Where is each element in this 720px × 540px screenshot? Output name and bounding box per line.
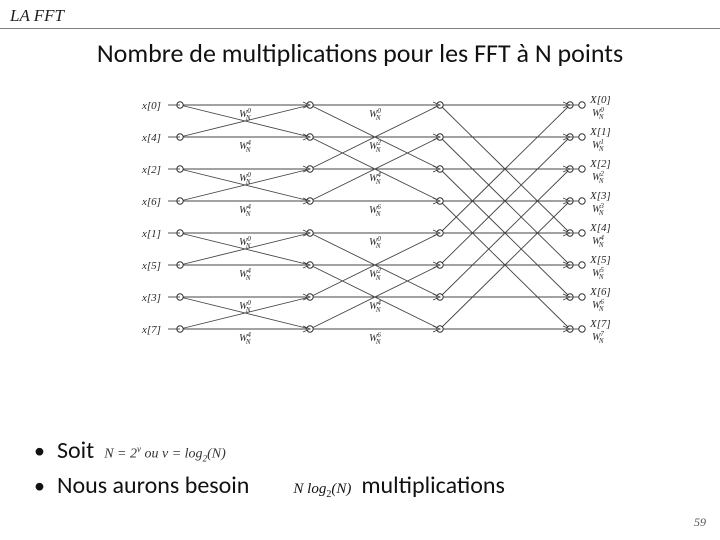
nlogn-formula: N log2(N) [293, 481, 351, 500]
svg-text:W4N: W4N [239, 203, 251, 218]
svg-text:W0N: W0N [239, 235, 251, 250]
butterfly-diagram: x[0]x[4]x[2]x[6]x[1]x[5]x[3]x[7]X[0]W0NX… [110, 81, 610, 361]
nlogn-arg: (N) [331, 481, 351, 497]
svg-text:x[4]: x[4] [141, 132, 161, 144]
bullet-besoin-tail: multiplications [361, 471, 505, 500]
svg-text:W0N: W0N [592, 106, 604, 121]
svg-text:x[1]: x[1] [141, 228, 161, 240]
svg-text:W4N: W4N [369, 171, 381, 186]
svg-text:W0N: W0N [369, 107, 381, 122]
svg-text:X[4]: X[4] [589, 222, 610, 234]
svg-text:X[1]: X[1] [589, 126, 610, 138]
svg-text:W4N: W4N [369, 299, 381, 314]
svg-text:x[7]: x[7] [141, 324, 161, 336]
page-number: 59 [694, 515, 706, 530]
svg-text:X[7]: X[7] [589, 318, 610, 330]
svg-text:W7N: W7N [592, 330, 604, 345]
svg-text:W3N: W3N [592, 202, 604, 217]
svg-text:x[3]: x[3] [141, 292, 161, 304]
svg-text:W1N: W1N [592, 138, 604, 153]
svg-text:W2N: W2N [592, 170, 604, 185]
bullet-list: Soit N = 2ν ou ν = log2(N) Nous aurons b… [34, 430, 505, 500]
svg-text:x[5]: x[5] [141, 260, 161, 272]
svg-text:W4N: W4N [592, 234, 604, 249]
slide-title: Nombre de multiplications pour les FFT à… [0, 37, 720, 69]
soit-formula: N = 2ν ou ν = log2(N) [104, 444, 226, 463]
nlogn-pre: N log [293, 481, 326, 497]
svg-text:W6N: W6N [369, 331, 381, 346]
svg-text:W5N: W5N [592, 266, 604, 281]
svg-text:X[5]: X[5] [589, 254, 610, 266]
soit-formula-a: N = 2 [104, 447, 137, 462]
svg-text:W0N: W0N [239, 171, 251, 186]
svg-text:W4N: W4N [239, 267, 251, 282]
svg-text:W0N: W0N [369, 235, 381, 250]
bullet-soit: Soit N = 2ν ou ν = log2(N) [34, 436, 505, 465]
svg-text:W6N: W6N [592, 298, 604, 313]
svg-text:W0N: W0N [239, 107, 251, 122]
svg-text:x[0]: x[0] [141, 100, 161, 112]
butterfly-diagram-container: x[0]x[4]x[2]x[6]x[1]x[5]x[3]x[7]X[0]W0NX… [0, 81, 720, 361]
svg-text:W4N: W4N [239, 331, 251, 346]
svg-text:W2N: W2N [369, 139, 381, 154]
svg-text:W2N: W2N [369, 267, 381, 282]
bullet-soit-label: Soit [57, 436, 94, 465]
soit-formula-end: (N) [207, 447, 226, 462]
bullet-besoin-label: Nous aurons besoin [57, 471, 249, 500]
soit-formula-mid: ou ν = log [141, 447, 203, 462]
svg-text:x[2]: x[2] [141, 164, 161, 176]
svg-text:W0N: W0N [239, 299, 251, 314]
svg-text:W6N: W6N [369, 203, 381, 218]
slide-header: LA FFT [0, 0, 720, 29]
bullet-besoin: Nous aurons besoin N log2(N) multiplicat… [34, 471, 505, 500]
svg-text:W4N: W4N [239, 139, 251, 154]
svg-text:X[6]: X[6] [589, 286, 610, 298]
svg-text:x[6]: x[6] [141, 196, 161, 208]
svg-text:X[0]: X[0] [589, 94, 610, 106]
svg-text:X[2]: X[2] [589, 158, 610, 170]
svg-text:X[3]: X[3] [589, 190, 610, 202]
